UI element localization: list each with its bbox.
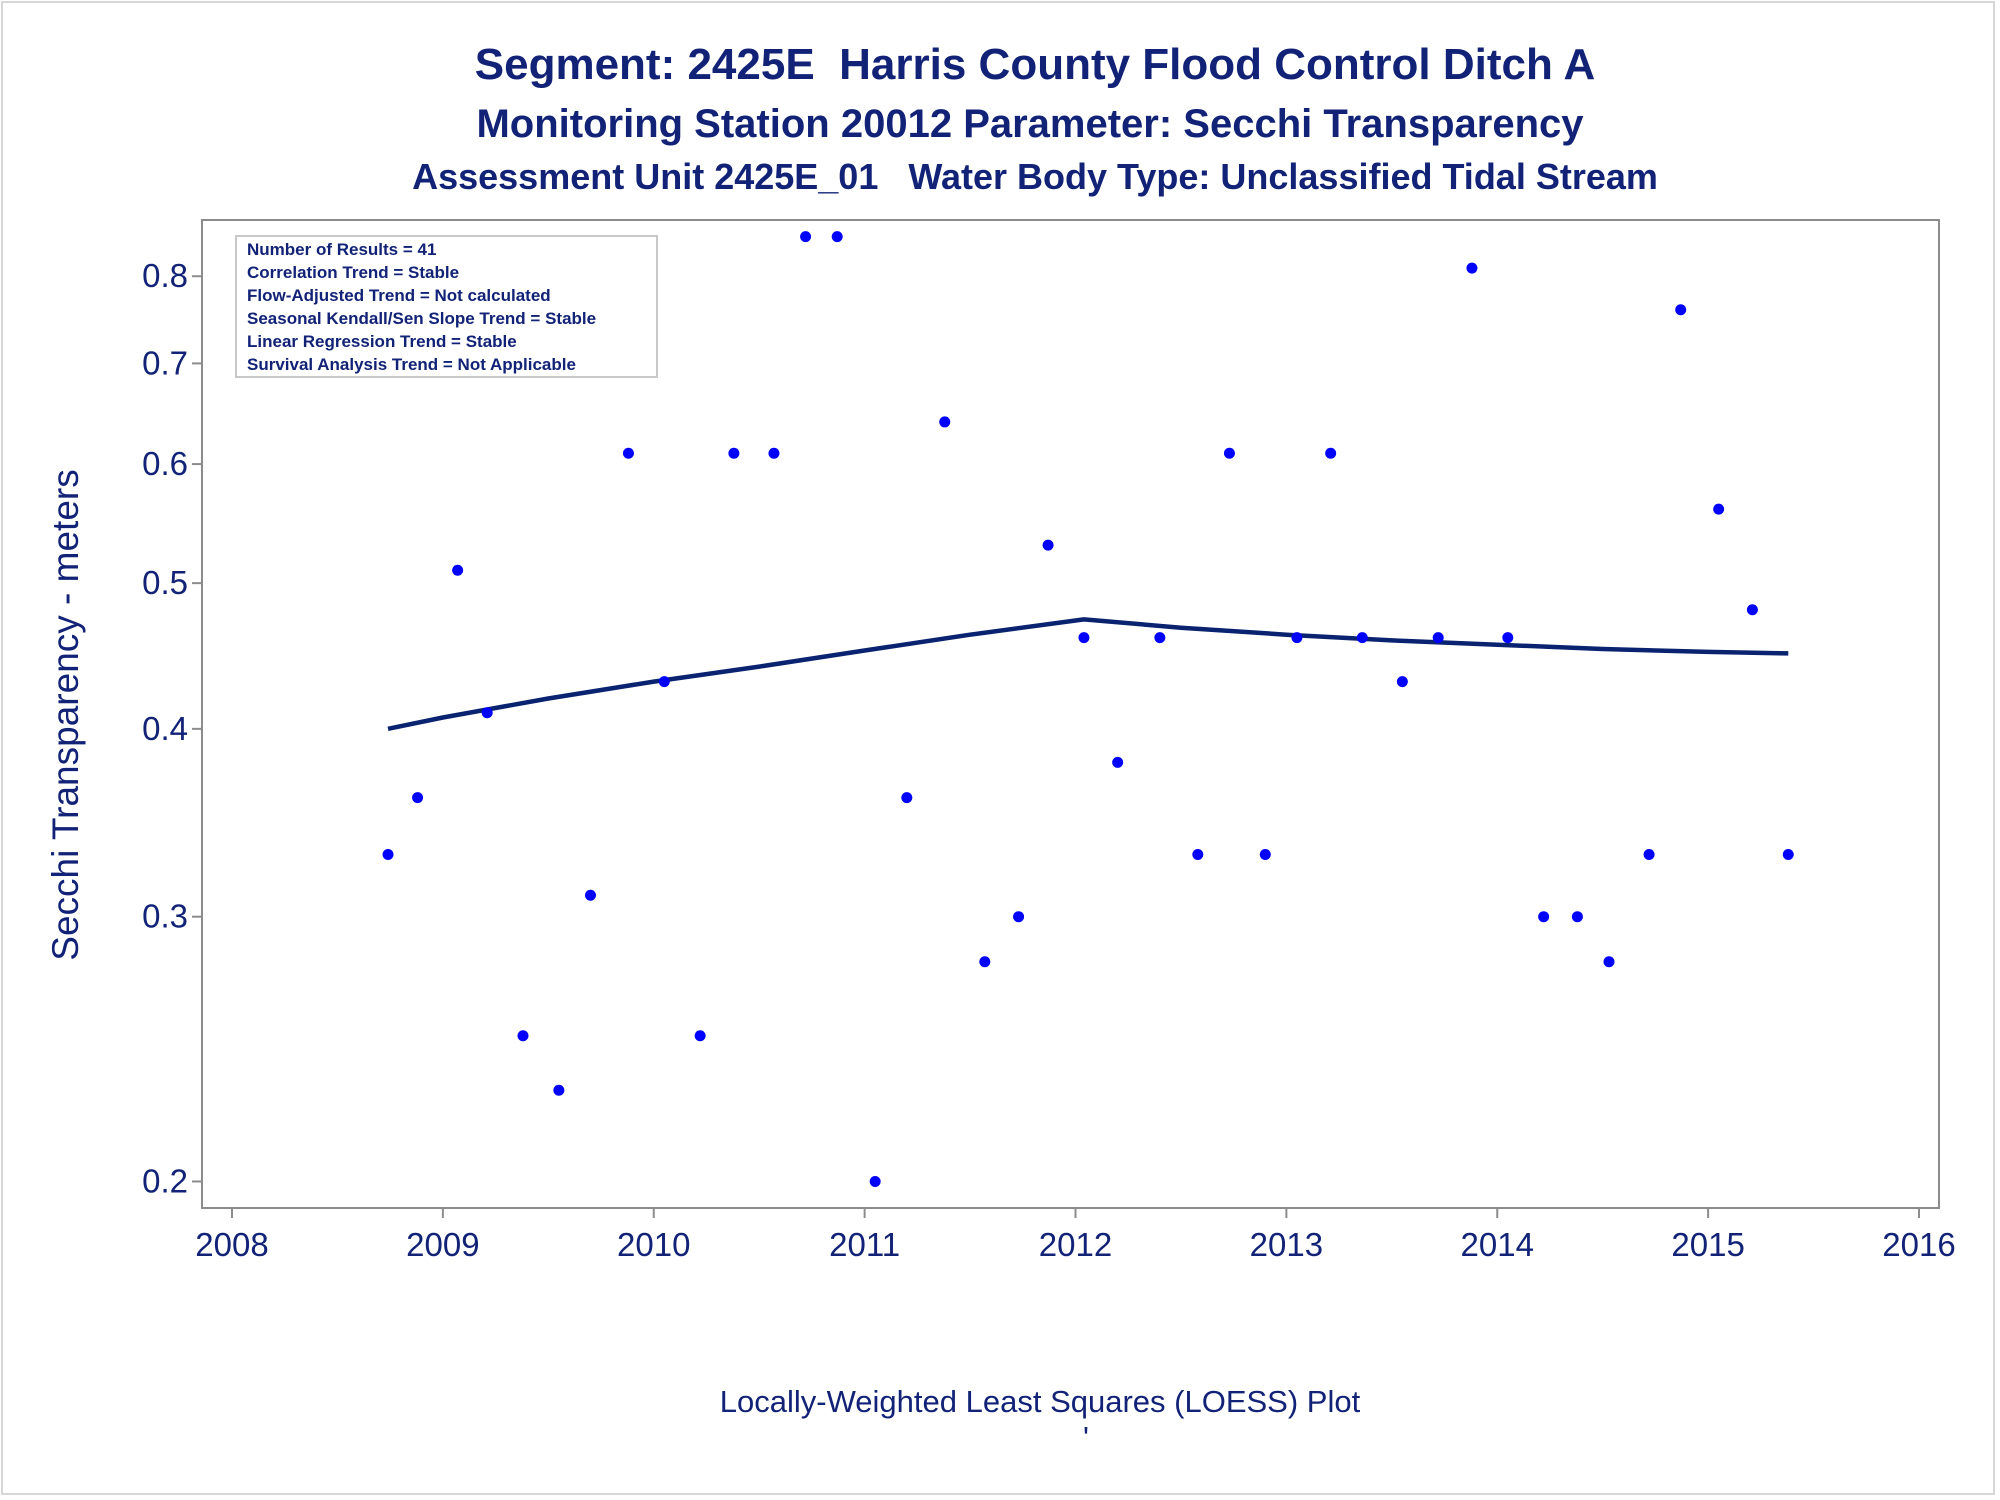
data-point-26 <box>1259 848 1271 860</box>
y-axis: 0.2 0.3 0.4 0.5 0.6 0.7 0.8 <box>142 257 202 1199</box>
y-tick-label-0.5: 0.5 <box>142 564 188 601</box>
x-tick-label-2016: 2016 <box>1882 1226 1955 1263</box>
x-tick-label-2010: 2010 <box>617 1226 690 1263</box>
stats-box-border <box>235 235 658 378</box>
data-point-9 <box>658 676 670 688</box>
data-point-35 <box>1571 911 1583 923</box>
data-point-12 <box>768 447 780 459</box>
data-point-15 <box>869 1175 881 1187</box>
data-point-41 <box>1782 848 1794 860</box>
data-point-37 <box>1643 848 1655 860</box>
x-tick-label-2014: 2014 <box>1461 1226 1534 1263</box>
chart-subtitle: Monitoring Station 20012 Parameter: Secc… <box>476 102 1584 146</box>
footnote-loess: Locally-Weighted Least Squares (LOESS) P… <box>720 1384 1361 1419</box>
data-point-23 <box>1154 632 1166 644</box>
data-point-10 <box>694 1030 706 1042</box>
data-point-16 <box>901 792 913 804</box>
data-point-14 <box>831 231 843 243</box>
data-point-20 <box>1042 539 1054 551</box>
x-tick-label-2008: 2008 <box>195 1226 268 1263</box>
x-tick-label-2013: 2013 <box>1250 1226 1323 1263</box>
y-tick-label-0.6: 0.6 <box>142 445 188 482</box>
data-point-24 <box>1192 848 1204 860</box>
y-tick-label-0.7: 0.7 <box>142 344 188 381</box>
data-point-36 <box>1603 956 1615 968</box>
chart-subtitle-secondary: Assessment Unit 2425E_01 Water Body Type… <box>412 156 1658 197</box>
y-tick-label-0.8: 0.8 <box>142 257 188 294</box>
data-point-19 <box>1013 911 1025 923</box>
plot-area <box>201 219 1940 1209</box>
data-point-6 <box>553 1084 565 1096</box>
data-point-11 <box>728 447 740 459</box>
loess-layer <box>387 617 1789 732</box>
data-point-29 <box>1356 632 1368 644</box>
data-point-13 <box>800 231 812 243</box>
data-point-31 <box>1432 632 1444 644</box>
chart-title: Segment: 2425E Harris County Flood Contr… <box>474 40 1596 89</box>
data-point-33 <box>1502 632 1514 644</box>
data-point-40 <box>1746 604 1758 616</box>
x-tick-label-2011: 2011 <box>829 1226 900 1263</box>
x-tick-label-2015: 2015 <box>1671 1226 1744 1263</box>
stat-correlation-trend: Correlation Trend = Stable <box>247 263 459 282</box>
stats-box: Number of Results = 41 Correlation Trend… <box>235 235 658 378</box>
y-tick-label-0.2: 0.2 <box>142 1162 188 1199</box>
x-tick-label-2012: 2012 <box>1039 1226 1112 1263</box>
data-point-21 <box>1078 632 1090 644</box>
stat-survival-analysis-trend: Survival Analysis Trend = Not Applicable <box>247 355 576 374</box>
data-point-2 <box>412 792 424 804</box>
data-point-4 <box>481 707 493 719</box>
data-point-39 <box>1713 503 1725 515</box>
data-point-7 <box>584 889 596 901</box>
stat-flow-adjusted-trend: Flow-Adjusted Trend = Not calculated <box>247 286 551 305</box>
data-point-22 <box>1112 756 1124 768</box>
data-point-8 <box>622 447 634 459</box>
data-point-28 <box>1325 447 1337 459</box>
y-tick-label-0.4: 0.4 <box>142 710 188 747</box>
data-point-5 <box>517 1030 529 1042</box>
data-point-25 <box>1223 447 1235 459</box>
y-axis-title: Secchi Transparency - meters <box>45 469 86 960</box>
data-point-32 <box>1466 262 1478 274</box>
footnote-mark: ' <box>1083 1420 1089 1455</box>
data-point-34 <box>1538 911 1550 923</box>
data-point-1 <box>382 848 394 860</box>
data-point-3 <box>452 564 464 576</box>
data-point-30 <box>1396 676 1408 688</box>
data-point-27 <box>1291 632 1303 644</box>
x-axis: 2008 2009 2010 2011 2012 2013 2014 2015 2016 <box>195 1208 1956 1263</box>
stat-linear-regression-trend: Linear Regression Trend = Stable <box>247 332 517 351</box>
points-layer <box>382 231 1794 1187</box>
data-point-38 <box>1675 304 1687 316</box>
y-tick-label-0.3: 0.3 <box>142 898 188 935</box>
data-point-18 <box>979 956 991 968</box>
x-tick-label-2009: 2009 <box>406 1226 479 1263</box>
stat-seasonal-kendall-trend: Seasonal Kendall/Sen Slope Trend = Stabl… <box>247 309 596 328</box>
stat-number-of-results: Number of Results = 41 <box>247 240 436 259</box>
loess-line <box>387 617 1789 732</box>
data-point-17 <box>939 416 951 428</box>
